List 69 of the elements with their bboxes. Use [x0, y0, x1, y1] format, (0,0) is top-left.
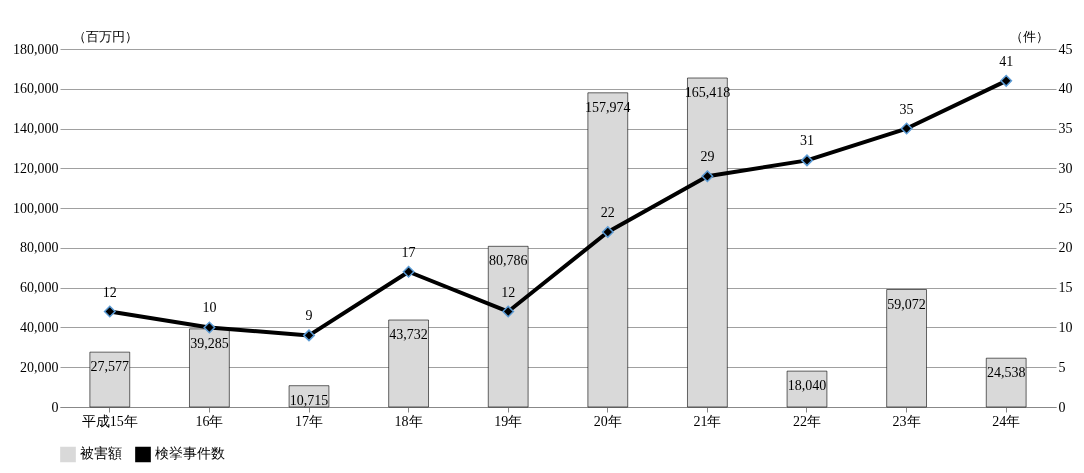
point — [103, 305, 116, 318]
y-tick-label: 100,000 — [13, 200, 59, 216]
y2-tick-label: 25 — [1058, 200, 1073, 216]
x-tick-label: 22年 — [793, 413, 821, 429]
y2-tick-label: 30 — [1058, 160, 1073, 176]
y2-tick-label: 20 — [1058, 240, 1073, 256]
bar — [886, 289, 927, 408]
x-tick-label: 21年 — [693, 413, 722, 429]
y2-axis-title: （件） — [1009, 28, 1049, 44]
y2-tick-label: 15 — [1058, 280, 1073, 296]
point — [402, 265, 415, 278]
point — [203, 321, 216, 334]
data-label: 10,715 — [289, 392, 329, 408]
data-label: 12 — [501, 284, 516, 300]
data-label: 59,072 — [887, 296, 926, 312]
y-tick-label: 160,000 — [13, 81, 59, 97]
y2-tick-label: 10 — [1058, 319, 1073, 335]
data-label: 9 — [305, 308, 313, 324]
x-tick-label: 19年 — [494, 413, 523, 429]
point — [601, 225, 614, 238]
point — [1000, 74, 1013, 87]
y-tick-label: 120,000 — [13, 160, 59, 176]
legend-label: 被害額 — [80, 446, 122, 462]
data-label: 12 — [102, 284, 117, 300]
x-tick-label: 23年 — [892, 413, 921, 429]
x-tick-label: 24年 — [992, 413, 1021, 429]
y2-tick-label: 35 — [1058, 121, 1073, 137]
x-tick-label: 16年 — [195, 413, 224, 429]
bar — [388, 319, 429, 408]
point — [502, 305, 515, 318]
x-tick-label: 18年 — [394, 413, 423, 429]
data-label: 43,732 — [389, 327, 428, 343]
x-tick-label: 平成15年 — [81, 413, 138, 429]
data-label: 29 — [700, 149, 715, 165]
data-label: 27,577 — [90, 359, 130, 375]
data-label: 35 — [899, 101, 914, 117]
data-label: 39,285 — [190, 335, 229, 351]
y-tick-label: 80,000 — [20, 240, 59, 256]
point — [801, 154, 813, 167]
data-label: 17 — [401, 244, 416, 260]
point — [303, 329, 315, 342]
data-label: 10 — [202, 300, 217, 316]
y-axis-title: （百万円） — [72, 28, 138, 44]
y-tick-label: 60,000 — [20, 280, 59, 296]
bar — [89, 351, 131, 408]
bar — [985, 357, 1027, 408]
data-label: 22 — [600, 204, 615, 220]
y2-tick-label: 5 — [1058, 359, 1066, 375]
y2-tick-label: 40 — [1058, 81, 1073, 97]
data-label: 80,786 — [488, 253, 528, 269]
y-tick-label: 180,000 — [13, 41, 59, 57]
data-label: 41 — [999, 53, 1014, 69]
bar — [786, 370, 828, 408]
x-tick-label: 17年 — [295, 413, 323, 429]
y2-tick-label: 45 — [1058, 41, 1073, 57]
point — [701, 170, 714, 183]
legend-label: 検挙事件数 — [155, 446, 225, 462]
x-tick-label: 20年 — [593, 413, 622, 429]
data-label: 18,040 — [787, 378, 827, 394]
y2-tick-label: 0 — [1058, 399, 1066, 415]
data-label: 24,538 — [986, 365, 1026, 381]
data-label: 157,974 — [585, 99, 631, 115]
data-label: 165,418 — [684, 85, 731, 100]
y-tick-label: 40,000 — [20, 319, 59, 335]
y-tick-label: 0 — [51, 399, 59, 415]
y-tick-label: 140,000 — [13, 121, 59, 137]
point — [900, 122, 913, 135]
y-tick-label: 20,000 — [20, 359, 59, 375]
data-label: 31 — [800, 133, 814, 149]
